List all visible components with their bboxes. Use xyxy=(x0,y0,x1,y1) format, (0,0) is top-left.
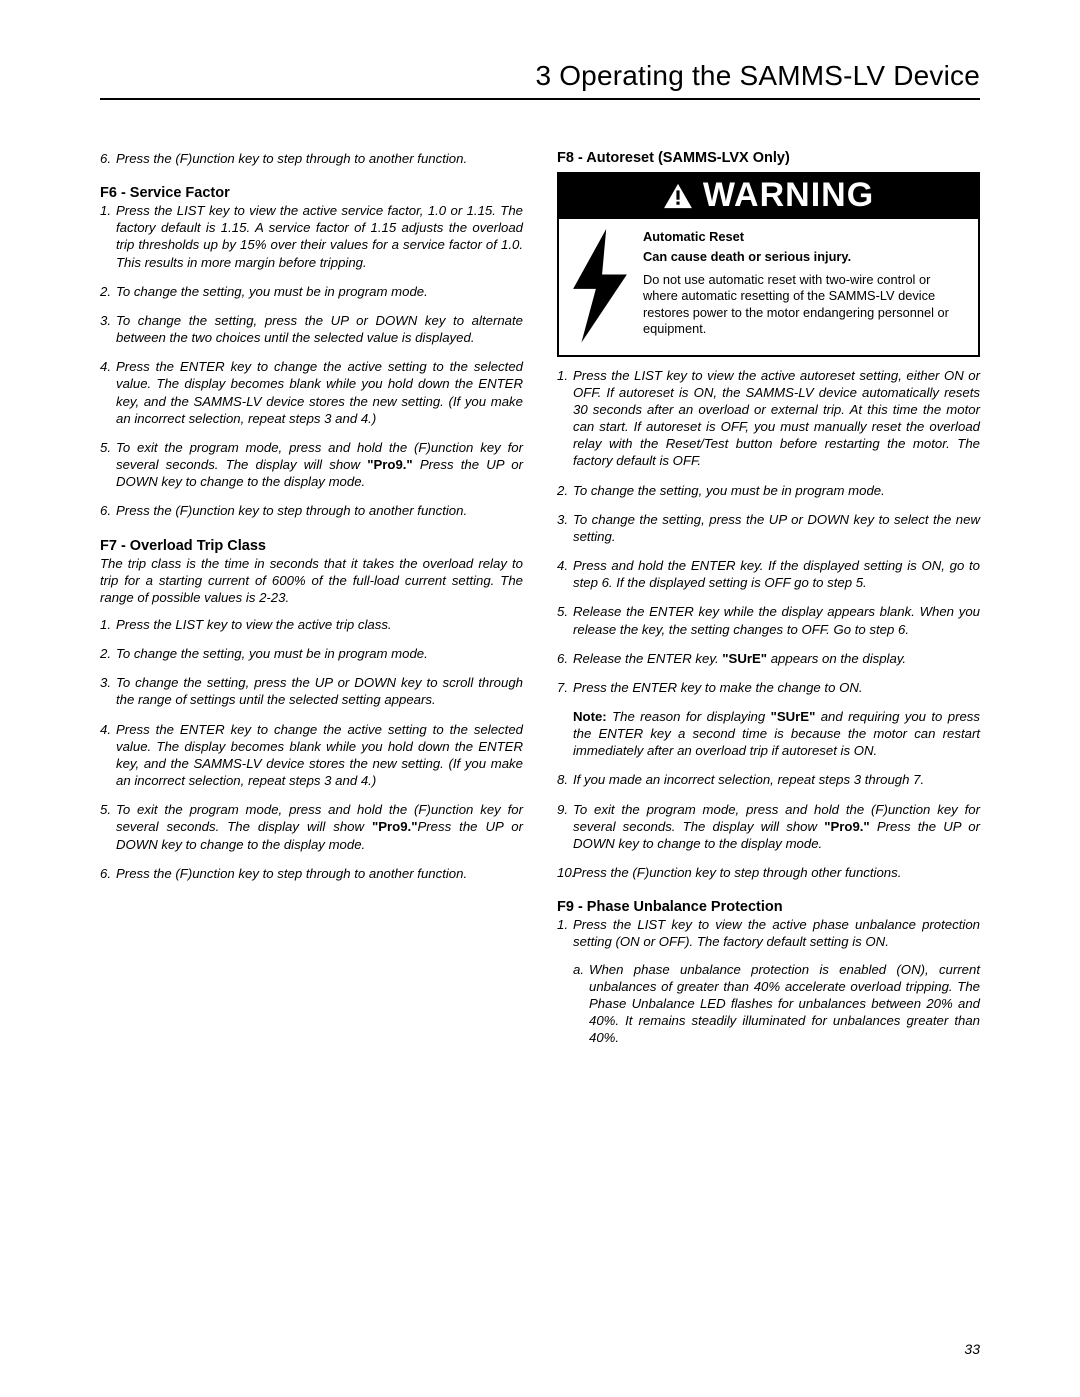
right-column: F8 - Autoreset (SAMMS-LVX Only) WARNING xyxy=(557,150,980,1058)
section-heading-f8: F8 - Autoreset (SAMMS-LVX Only) xyxy=(557,150,980,166)
display-code: "SUrE" xyxy=(771,709,816,724)
lightning-bolt-icon xyxy=(569,229,631,343)
step-text: Press the LIST key to view the active tr… xyxy=(100,616,523,633)
step-text: Press the (F)unction key to step through… xyxy=(100,502,523,519)
step-text: Press the (F)unction key to step through… xyxy=(100,150,523,167)
step-fragment: appears on the display. xyxy=(767,651,906,666)
step-fragment: Press the LIST key to view the active ph… xyxy=(573,917,980,949)
step-text: Press the LIST key to view the active se… xyxy=(100,202,523,271)
step-text: To exit the program mode, press and hold… xyxy=(100,801,523,852)
page: 3 Operating the SAMMS-LV Device Press th… xyxy=(0,0,1080,1397)
warning-detail: Do not use automatic reset with two-wire… xyxy=(643,272,949,336)
f9-steps: Press the LIST key to view the active ph… xyxy=(557,916,980,1046)
step-text: To change the setting, press the UP or D… xyxy=(557,511,980,545)
step-text: Press and hold the ENTER key. If the dis… xyxy=(557,557,980,591)
step-text: To change the setting, press the UP or D… xyxy=(100,312,523,346)
step-text: To exit the program mode, press and hold… xyxy=(100,439,523,490)
warning-header: WARNING xyxy=(559,174,978,219)
step-text: To exit the program mode, press and hold… xyxy=(557,801,980,852)
substep-text: When phase unbalance protection is enabl… xyxy=(573,961,980,1047)
step-text: Press the LIST key to view the active au… xyxy=(557,367,980,470)
step-text: Press the ENTER key to make the change t… xyxy=(557,679,980,760)
step-text: Press the ENTER key to change the active… xyxy=(100,721,523,790)
note-fragment: The reason for displaying xyxy=(607,709,771,724)
warning-line: Can cause death or serious injury. xyxy=(643,249,966,265)
step-text: Press the LIST key to view the active ph… xyxy=(557,916,980,1046)
display-code: "SUrE" xyxy=(722,651,767,666)
display-code: "Pro9." xyxy=(367,457,413,472)
note-label: Note: xyxy=(573,709,607,724)
step-text: To change the setting, you must be in pr… xyxy=(100,283,523,300)
note: Note: The reason for displaying "SUrE" a… xyxy=(573,708,980,759)
page-title: 3 Operating the SAMMS-LV Device xyxy=(100,60,980,100)
step-text: To change the setting, you must be in pr… xyxy=(557,482,980,499)
warning-body: Automatic Reset Can cause death or serio… xyxy=(559,219,978,355)
warning-triangle-icon xyxy=(663,183,693,209)
f6-steps: Press the LIST key to view the active se… xyxy=(100,202,523,519)
step-text: Release the ENTER key. "SUrE" appears on… xyxy=(557,650,980,667)
warning-text: Automatic Reset Can cause death or serio… xyxy=(643,229,966,337)
step-fragment: Press the ENTER key to make the change t… xyxy=(573,680,863,695)
step-text: Release the ENTER key while the display … xyxy=(557,603,980,637)
f7-steps: Press the LIST key to view the active tr… xyxy=(100,616,523,882)
step-text: To change the setting, press the UP or D… xyxy=(100,674,523,708)
section-heading-f6: F6 - Service Factor xyxy=(100,185,523,201)
page-number: 33 xyxy=(964,1341,980,1357)
f8-steps: Press the LIST key to view the active au… xyxy=(557,367,980,882)
content-columns: Press the (F)unction key to step through… xyxy=(100,150,980,1058)
section-heading-f7: F7 - Overload Trip Class xyxy=(100,538,523,554)
warning-title: WARNING xyxy=(703,176,874,215)
step-text: If you made an incorrect selection, repe… xyxy=(557,771,980,788)
display-code: "Pro9." xyxy=(824,819,870,834)
step-text: Press the (F)unction key to step through… xyxy=(557,864,980,881)
warning-line: Automatic Reset xyxy=(643,229,966,245)
section-intro: The trip class is the time in seconds th… xyxy=(100,555,523,606)
step-text: Press the ENTER key to change the active… xyxy=(100,358,523,427)
step-text: Press the (F)unction key to step through… xyxy=(100,865,523,882)
step-text: To change the setting, you must be in pr… xyxy=(100,645,523,662)
step-fragment: Release the ENTER key. xyxy=(573,651,722,666)
f5-continuation: Press the (F)unction key to step through… xyxy=(100,150,523,167)
display-code: "Pro9." xyxy=(372,819,418,834)
warning-box: WARNING Automatic Reset Can cause death … xyxy=(557,172,980,357)
left-column: Press the (F)unction key to step through… xyxy=(100,150,523,1058)
section-heading-f9: F9 - Phase Unbalance Protection xyxy=(557,899,980,915)
